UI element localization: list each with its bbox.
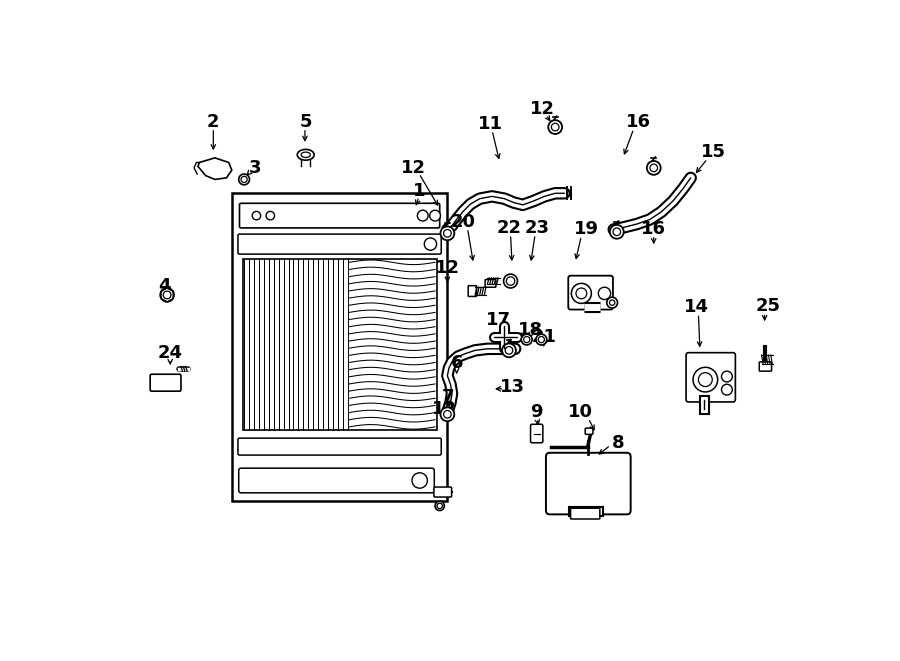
Text: 1: 1 bbox=[412, 182, 425, 200]
Text: 15: 15 bbox=[701, 143, 726, 161]
Text: 12: 12 bbox=[432, 400, 457, 418]
FancyBboxPatch shape bbox=[150, 374, 181, 391]
Text: 20: 20 bbox=[450, 213, 475, 231]
Circle shape bbox=[538, 336, 544, 342]
Text: 7: 7 bbox=[442, 387, 454, 406]
Text: 6: 6 bbox=[450, 354, 463, 371]
Circle shape bbox=[418, 210, 428, 221]
Circle shape bbox=[598, 288, 610, 299]
Circle shape bbox=[693, 368, 717, 392]
Text: 22: 22 bbox=[497, 219, 521, 237]
Circle shape bbox=[610, 225, 624, 239]
Circle shape bbox=[552, 123, 559, 131]
FancyBboxPatch shape bbox=[239, 204, 440, 228]
Circle shape bbox=[521, 334, 532, 345]
Circle shape bbox=[722, 384, 733, 395]
Circle shape bbox=[548, 120, 562, 134]
Text: 19: 19 bbox=[573, 221, 598, 239]
Text: 24: 24 bbox=[158, 344, 183, 362]
FancyBboxPatch shape bbox=[238, 234, 441, 254]
Circle shape bbox=[698, 373, 712, 387]
Text: 9: 9 bbox=[530, 403, 543, 421]
Text: 2: 2 bbox=[207, 112, 220, 131]
Circle shape bbox=[609, 300, 615, 305]
Text: 3: 3 bbox=[248, 159, 261, 177]
Circle shape bbox=[241, 176, 248, 182]
FancyBboxPatch shape bbox=[568, 276, 613, 309]
Circle shape bbox=[576, 288, 587, 299]
Circle shape bbox=[163, 291, 171, 299]
Circle shape bbox=[429, 210, 440, 221]
Text: 18: 18 bbox=[518, 321, 543, 338]
Circle shape bbox=[412, 473, 427, 488]
Circle shape bbox=[722, 371, 733, 382]
Circle shape bbox=[444, 410, 451, 418]
Circle shape bbox=[435, 501, 445, 510]
Circle shape bbox=[524, 336, 530, 342]
Text: 26: 26 bbox=[572, 286, 597, 304]
Text: 16: 16 bbox=[626, 114, 651, 132]
Circle shape bbox=[160, 288, 174, 302]
Circle shape bbox=[504, 274, 518, 288]
Circle shape bbox=[507, 277, 515, 286]
Text: 25: 25 bbox=[755, 297, 780, 315]
Text: 10: 10 bbox=[568, 403, 593, 421]
FancyBboxPatch shape bbox=[238, 438, 441, 455]
Circle shape bbox=[650, 164, 658, 172]
Circle shape bbox=[437, 503, 443, 508]
Circle shape bbox=[647, 161, 661, 175]
FancyBboxPatch shape bbox=[485, 280, 496, 288]
Circle shape bbox=[536, 334, 546, 345]
FancyBboxPatch shape bbox=[530, 424, 543, 443]
Circle shape bbox=[238, 174, 249, 185]
Circle shape bbox=[440, 226, 454, 240]
Circle shape bbox=[444, 229, 451, 237]
FancyBboxPatch shape bbox=[468, 286, 477, 297]
Text: 21: 21 bbox=[532, 329, 557, 346]
FancyBboxPatch shape bbox=[686, 353, 735, 402]
FancyBboxPatch shape bbox=[760, 362, 771, 371]
Text: 11: 11 bbox=[478, 115, 503, 133]
Text: 5: 5 bbox=[300, 112, 312, 131]
Ellipse shape bbox=[302, 152, 310, 157]
Circle shape bbox=[266, 212, 274, 220]
Text: 14: 14 bbox=[684, 298, 708, 316]
Circle shape bbox=[613, 228, 621, 235]
FancyBboxPatch shape bbox=[546, 453, 631, 514]
Circle shape bbox=[572, 284, 591, 303]
Circle shape bbox=[424, 238, 436, 251]
Bar bbox=[243, 258, 436, 430]
FancyBboxPatch shape bbox=[585, 428, 593, 434]
Polygon shape bbox=[198, 158, 232, 179]
Text: 12: 12 bbox=[530, 100, 555, 118]
FancyBboxPatch shape bbox=[434, 487, 452, 497]
Circle shape bbox=[505, 346, 513, 354]
Text: 12: 12 bbox=[435, 259, 460, 277]
Circle shape bbox=[502, 344, 516, 358]
FancyBboxPatch shape bbox=[238, 468, 435, 493]
Text: 12: 12 bbox=[401, 159, 426, 177]
Ellipse shape bbox=[297, 149, 314, 160]
Text: 13: 13 bbox=[500, 378, 525, 397]
Text: 23: 23 bbox=[524, 219, 549, 237]
Text: 16: 16 bbox=[641, 219, 666, 238]
Circle shape bbox=[252, 212, 261, 220]
Text: 8: 8 bbox=[612, 434, 625, 451]
Circle shape bbox=[607, 297, 617, 308]
Text: 4: 4 bbox=[158, 277, 171, 295]
Circle shape bbox=[440, 407, 454, 421]
FancyBboxPatch shape bbox=[571, 508, 599, 519]
Bar bbox=[232, 193, 447, 501]
Text: 17: 17 bbox=[486, 311, 510, 329]
